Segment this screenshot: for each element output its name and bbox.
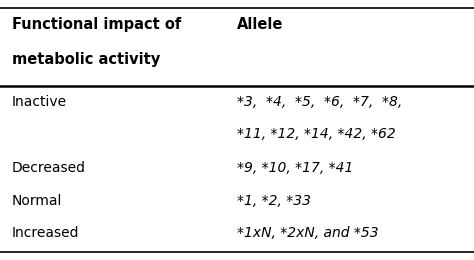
Text: Allele: Allele [237, 17, 283, 32]
Text: *11, *12, *14, *42, *62: *11, *12, *14, *42, *62 [237, 127, 396, 141]
Text: Normal: Normal [12, 194, 62, 208]
Text: *3,  *4,  *5,  *6,  *7,  *8,: *3, *4, *5, *6, *7, *8, [237, 95, 402, 109]
Text: *1xN, *2xN, and *53: *1xN, *2xN, and *53 [237, 226, 379, 240]
Text: Inactive: Inactive [12, 95, 67, 109]
Text: *9, *10, *17, *41: *9, *10, *17, *41 [237, 161, 354, 175]
Text: Increased: Increased [12, 226, 79, 240]
Text: *1, *2, *33: *1, *2, *33 [237, 194, 311, 208]
Text: metabolic activity: metabolic activity [12, 52, 160, 67]
Text: Decreased: Decreased [12, 161, 86, 175]
Text: Functional impact of: Functional impact of [12, 17, 181, 32]
